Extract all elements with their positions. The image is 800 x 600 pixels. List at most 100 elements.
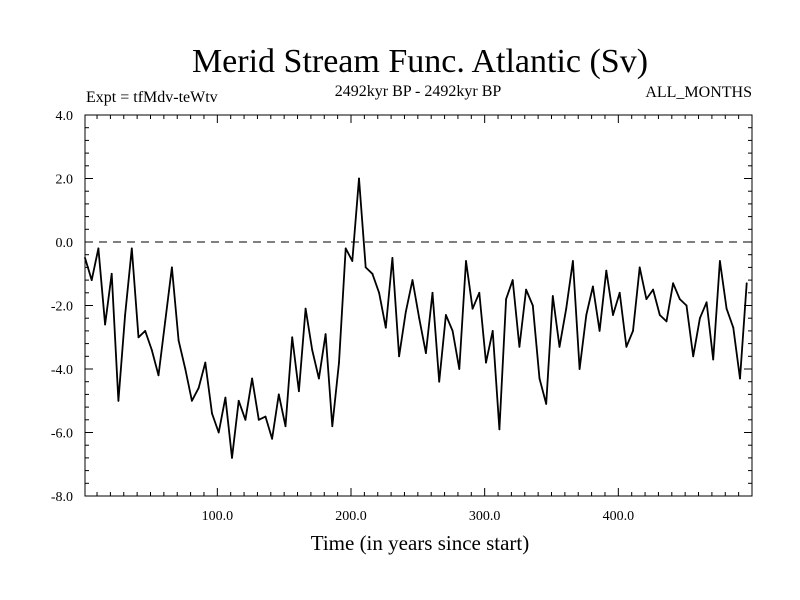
data-point (485, 361, 487, 364)
data-point (618, 291, 621, 294)
time-range-label: 2492kyr BP - 2492kyr BP (335, 83, 502, 100)
data-point (311, 349, 314, 351)
experiment-label: Expt = tfMdv-teWtv (86, 89, 218, 106)
data-point (425, 352, 427, 354)
data-point (652, 288, 654, 291)
data-point (304, 307, 307, 310)
data-point (277, 393, 280, 396)
data-point (117, 399, 120, 402)
data-point (150, 349, 153, 351)
y-tick-label: -2.0 (51, 300, 73, 315)
data-point (572, 260, 574, 262)
data-point (538, 377, 541, 380)
data-point (445, 314, 447, 316)
data-point (130, 247, 133, 250)
data-point (384, 326, 387, 329)
data-point (638, 266, 641, 269)
x-axis-label: Time (in years since start) (311, 531, 530, 555)
data-point (191, 399, 193, 402)
data-point (719, 260, 721, 262)
x-tick-label: 200.0 (335, 509, 367, 524)
plot-frame (84, 114, 753, 497)
data-point (318, 377, 320, 380)
data-point (518, 345, 521, 348)
data-point (164, 320, 167, 323)
data-point (264, 415, 267, 418)
y-tick-label: -4.0 (51, 363, 73, 378)
data-point (558, 345, 561, 348)
data-point (632, 330, 634, 332)
data-point (344, 247, 347, 250)
data-point (358, 177, 360, 180)
data-point (104, 323, 106, 326)
data-point (371, 272, 374, 275)
data-point (458, 368, 461, 370)
data-point (511, 279, 514, 281)
data-point (598, 330, 601, 332)
data-point (678, 298, 681, 300)
data-point (298, 390, 300, 393)
x-tick-label: 400.0 (603, 509, 635, 524)
x-axis: 100.0 200.0 300.0 400.0 (96, 115, 753, 524)
data-point (211, 412, 213, 415)
data-point (712, 358, 715, 361)
y-tick-label: -6.0 (51, 427, 73, 442)
data-point (685, 304, 688, 307)
data-point (672, 282, 674, 285)
data-point (725, 307, 728, 310)
data-point (177, 339, 180, 342)
y-tick-label: 2.0 (56, 173, 74, 188)
data-point (471, 307, 474, 310)
series-points (84, 177, 748, 459)
x-tick-label: 100.0 (202, 509, 234, 524)
data-point (699, 317, 701, 320)
data-point (217, 431, 220, 434)
data-point (578, 368, 581, 370)
data-point (137, 336, 140, 339)
data-point (244, 418, 247, 421)
data-point (491, 330, 494, 332)
data-point (204, 361, 207, 364)
data-point (418, 317, 421, 320)
data-point (257, 418, 260, 421)
months-label: ALL_MONTHS (645, 84, 752, 101)
data-point (605, 269, 608, 272)
data-point (271, 437, 273, 440)
data-point (171, 266, 173, 269)
data-point (585, 314, 588, 316)
data-point (451, 330, 454, 332)
data-point (157, 374, 160, 377)
data-point (84, 257, 86, 259)
data-point (324, 333, 327, 335)
data-point (284, 425, 287, 428)
data-point (237, 399, 240, 402)
data-point (565, 307, 568, 310)
chart-title: Merid Stream Func. Atlantic (Sv) (192, 43, 648, 80)
data-point (531, 304, 534, 307)
data-point (625, 345, 628, 348)
y-tick-label: 4.0 (56, 109, 74, 124)
y-axis: 4.0 2.0 0.0 -2.0 -4.0 -6.0 -8.0 (51, 109, 752, 505)
data-point (144, 330, 147, 332)
data-point (291, 336, 294, 339)
data-point (90, 279, 93, 281)
data-point (404, 311, 407, 313)
data-point (692, 355, 695, 358)
data-point (338, 361, 340, 364)
data-point (351, 260, 354, 262)
data-point (184, 368, 187, 370)
data-point (224, 396, 227, 399)
data-point (97, 247, 100, 250)
data-point (551, 295, 554, 297)
data-point (124, 314, 126, 316)
data-point (364, 266, 367, 269)
data-point (331, 425, 334, 428)
y-tick-label: 0.0 (56, 236, 74, 251)
data-point (438, 380, 441, 383)
data-point (525, 288, 527, 291)
data-point (398, 355, 400, 358)
data-point (478, 291, 481, 294)
x-tick-label: 300.0 (469, 509, 501, 524)
data-point (110, 272, 113, 275)
data-point (505, 298, 507, 300)
